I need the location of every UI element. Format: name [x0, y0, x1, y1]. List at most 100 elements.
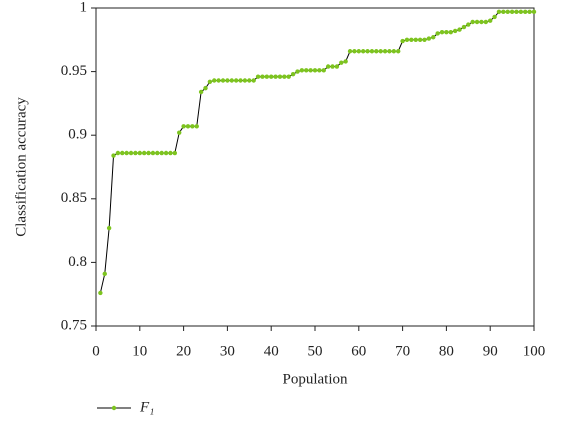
data-point	[404, 37, 410, 42]
data-point	[229, 78, 234, 83]
data-point	[325, 64, 331, 69]
data-point	[212, 78, 217, 83]
data-point	[474, 19, 480, 25]
data-point	[505, 9, 510, 15]
data-point	[286, 74, 291, 79]
data-point	[317, 68, 322, 73]
data-point	[137, 150, 142, 156]
x-tick-label: 30	[220, 343, 235, 359]
y-tick-label: 0.75	[61, 317, 87, 333]
data-point	[207, 79, 213, 84]
data-point	[277, 74, 283, 79]
data-point	[479, 19, 484, 25]
data-point	[448, 29, 453, 35]
y-tick-label: 0.8	[68, 254, 87, 270]
data-point	[177, 130, 182, 135]
data-point	[203, 85, 208, 91]
data-point	[356, 49, 361, 54]
x-tick-label: 50	[308, 343, 323, 359]
x-tick-label: 10	[132, 343, 147, 359]
data-point	[247, 78, 252, 83]
data-point	[387, 49, 392, 54]
data-point	[159, 150, 164, 156]
data-point	[128, 150, 134, 156]
data-point	[360, 49, 366, 54]
x-tick-label: 0	[92, 343, 100, 359]
data-point	[509, 9, 515, 15]
data-point	[102, 271, 107, 277]
data-point	[299, 68, 305, 73]
data-point	[431, 35, 436, 40]
data-point	[216, 78, 221, 83]
data-point	[501, 9, 506, 15]
data-point	[523, 9, 528, 15]
data-point	[466, 22, 471, 27]
data-point	[198, 89, 204, 95]
x-tick-label: 80	[439, 343, 454, 359]
data-point	[295, 69, 300, 74]
data-point	[255, 74, 261, 79]
x-tick-label: 60	[351, 343, 366, 359]
data-point	[365, 49, 370, 54]
data-point	[120, 150, 125, 156]
data-point	[378, 49, 383, 54]
y-tick-label: 1	[80, 0, 88, 15]
plot-frame	[95, 7, 535, 327]
data-point	[273, 74, 278, 79]
data-point	[321, 68, 326, 73]
data-point	[382, 49, 388, 54]
x-tick-label: 70	[395, 343, 410, 359]
data-point	[290, 71, 296, 77]
x-tick-label: 100	[523, 343, 546, 359]
data-point	[422, 37, 427, 42]
data-point	[452, 28, 458, 34]
data-point	[155, 150, 160, 156]
data-point	[141, 150, 147, 156]
data-point	[483, 19, 489, 25]
data-point	[181, 124, 186, 129]
data-point	[527, 9, 532, 15]
data-point	[150, 150, 156, 156]
data-point	[111, 153, 116, 158]
data-point	[461, 24, 467, 30]
data-point	[457, 27, 462, 32]
data-point	[488, 18, 493, 23]
data-point	[492, 14, 497, 20]
data-point	[115, 150, 121, 156]
data-point	[124, 150, 129, 156]
data-point	[269, 74, 274, 79]
x-tick-label: 40	[264, 343, 279, 359]
y-tick-label: 0.9	[68, 127, 87, 143]
data-point	[308, 68, 313, 73]
data-point	[413, 37, 418, 42]
data-point	[133, 150, 138, 156]
data-point	[98, 290, 103, 296]
data-point	[260, 74, 265, 79]
data-point	[374, 49, 379, 54]
data-point	[312, 68, 318, 73]
data-point	[168, 150, 173, 156]
data-point	[264, 74, 270, 79]
data-point	[233, 78, 239, 83]
x-tick-label: 90	[483, 343, 498, 359]
data-point	[439, 29, 445, 35]
data-point	[400, 38, 405, 44]
data-point	[514, 9, 519, 15]
data-point	[470, 19, 475, 25]
data-point	[343, 59, 348, 64]
data-point	[163, 150, 169, 156]
data-point	[194, 124, 199, 129]
data-point	[225, 78, 230, 83]
data-point	[242, 78, 248, 83]
data-point	[352, 49, 357, 54]
legend-marker	[111, 405, 117, 411]
data-point	[518, 9, 524, 15]
data-point	[146, 150, 151, 156]
data-point	[435, 31, 440, 36]
data-point	[347, 49, 353, 54]
x-tick-label: 20	[176, 343, 191, 359]
data-point	[391, 49, 397, 54]
data-point	[282, 74, 287, 79]
data-point	[531, 9, 537, 15]
data-point	[334, 64, 340, 69]
